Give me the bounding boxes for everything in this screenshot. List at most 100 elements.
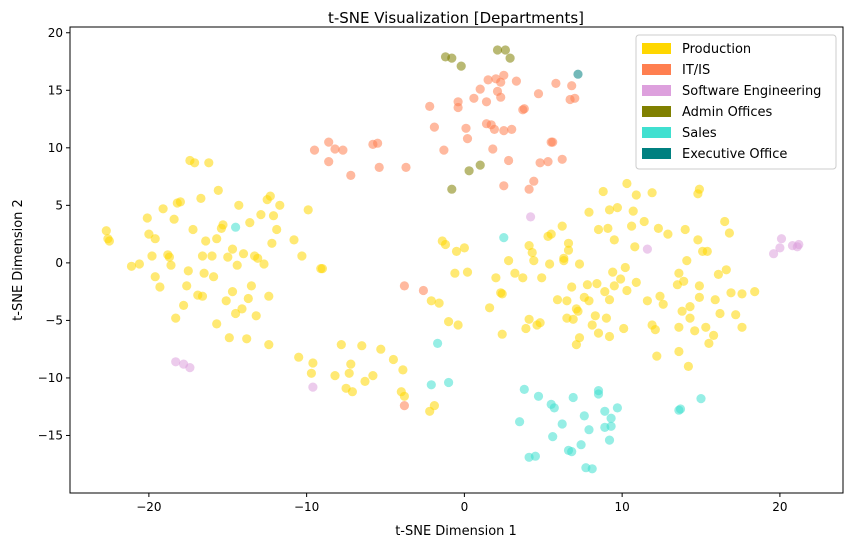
data-point-0-3 — [126, 261, 137, 271]
data-point-0-0 — [101, 226, 111, 236]
data-point-4-6 — [519, 384, 529, 394]
data-point-0-184 — [685, 313, 695, 323]
data-point-2-11 — [792, 242, 802, 252]
data-point-0-9 — [150, 234, 160, 244]
data-point-1-20 — [469, 93, 479, 103]
data-point-2-0 — [171, 357, 181, 367]
data-point-0-157 — [622, 178, 632, 189]
data-point-1-42 — [533, 89, 544, 99]
data-point-0-154 — [616, 274, 626, 284]
x-axis-label: t-SNE Dimension 1 — [395, 524, 517, 539]
data-point-0-36 — [213, 185, 223, 195]
data-point-0-103 — [497, 289, 507, 299]
x-tick-label-4: 20 — [772, 500, 787, 514]
data-point-0-16 — [171, 313, 181, 323]
data-point-2-3 — [308, 382, 318, 392]
data-point-0-99 — [462, 267, 473, 277]
data-point-0-67 — [294, 352, 304, 362]
data-point-0-112 — [529, 256, 539, 266]
data-point-0-168 — [650, 325, 660, 335]
data-point-0-151 — [609, 235, 619, 245]
data-point-1-27 — [489, 124, 499, 134]
data-point-1-36 — [507, 124, 517, 134]
data-point-0-50 — [243, 293, 253, 304]
legend-label-3: Admin Offices — [682, 105, 773, 120]
data-point-5-0 — [573, 69, 583, 79]
data-point-0-132 — [574, 333, 585, 343]
data-point-0-66 — [289, 235, 299, 245]
data-point-0-57 — [259, 259, 269, 269]
data-point-1-30 — [496, 92, 506, 102]
data-point-0-41 — [224, 333, 234, 343]
data-point-0-178 — [677, 306, 687, 316]
data-point-0-120 — [557, 221, 567, 231]
data-point-4-16 — [568, 392, 578, 403]
data-point-0-83 — [376, 344, 386, 354]
data-point-4-20 — [584, 425, 594, 435]
chart-title: t-SNE Visualization [Departments] — [328, 9, 584, 27]
data-point-1-11 — [399, 401, 409, 411]
data-point-1-34 — [499, 70, 509, 80]
data-point-0-7 — [147, 251, 157, 261]
data-point-1-7 — [373, 138, 383, 148]
data-point-1-26 — [488, 144, 498, 154]
legend-swatch-1 — [642, 64, 671, 75]
data-point-0-54 — [251, 311, 261, 321]
data-point-0-198 — [715, 308, 725, 319]
x-tick-label-2: 0 — [461, 500, 469, 514]
data-point-1-41 — [529, 176, 539, 186]
data-point-3-6 — [464, 166, 474, 176]
data-point-0-86 — [398, 365, 408, 375]
x-tick-label-0: −20 — [136, 500, 161, 514]
data-point-0-45 — [232, 260, 242, 270]
data-point-0-193 — [702, 246, 712, 256]
x-tick-label-3: 10 — [615, 500, 630, 514]
data-point-0-52 — [246, 281, 256, 291]
data-point-3-4 — [500, 45, 510, 55]
data-point-0-95 — [450, 268, 460, 278]
y-tick-label-0: −15 — [38, 428, 63, 442]
data-point-4-31 — [696, 394, 706, 404]
legend: Production IT/IS Software Engineering Admin… — [635, 34, 837, 170]
data-point-0-47 — [237, 304, 247, 314]
data-point-1-46 — [548, 137, 558, 147]
data-point-1-40 — [524, 184, 534, 194]
data-point-0-98 — [459, 243, 469, 253]
legend-label-4: Sales — [682, 126, 717, 141]
data-point-0-156 — [620, 262, 630, 273]
data-point-0-128 — [568, 314, 578, 324]
data-point-0-94 — [444, 317, 454, 327]
data-point-0-143 — [598, 186, 608, 197]
legend-label-1: IT/IS — [682, 63, 710, 78]
data-point-0-195 — [709, 330, 719, 340]
data-point-4-27 — [606, 413, 616, 423]
data-point-1-47 — [551, 78, 561, 88]
legend-swatch-4 — [642, 127, 671, 138]
data-point-0-48 — [238, 249, 249, 259]
data-point-0-108 — [521, 323, 531, 334]
data-point-0-75 — [336, 340, 346, 350]
y-tick-label-7: 20 — [48, 26, 63, 40]
data-point-0-71 — [308, 358, 318, 368]
data-point-1-15 — [439, 145, 449, 155]
data-point-0-146 — [603, 223, 613, 233]
data-point-1-5 — [346, 170, 356, 180]
data-point-0-62 — [267, 238, 277, 248]
data-point-0-87 — [399, 391, 409, 401]
data-point-0-104 — [497, 329, 507, 339]
data-point-0-6 — [144, 229, 154, 239]
data-point-1-17 — [453, 97, 463, 107]
x-tick-label-1: −10 — [294, 500, 319, 514]
y-tick-label-1: −10 — [38, 371, 63, 385]
data-point-1-51 — [570, 93, 580, 103]
legend-swatch-5 — [642, 148, 671, 159]
data-point-0-181 — [682, 256, 692, 266]
data-point-0-33 — [209, 272, 219, 282]
data-point-0-20 — [182, 281, 192, 291]
data-point-1-0 — [309, 145, 320, 155]
data-point-0-91 — [434, 298, 444, 308]
data-point-0-13 — [164, 252, 174, 262]
data-point-4-8 — [530, 451, 541, 461]
data-point-4-2 — [426, 380, 436, 390]
data-point-0-147 — [604, 205, 615, 215]
